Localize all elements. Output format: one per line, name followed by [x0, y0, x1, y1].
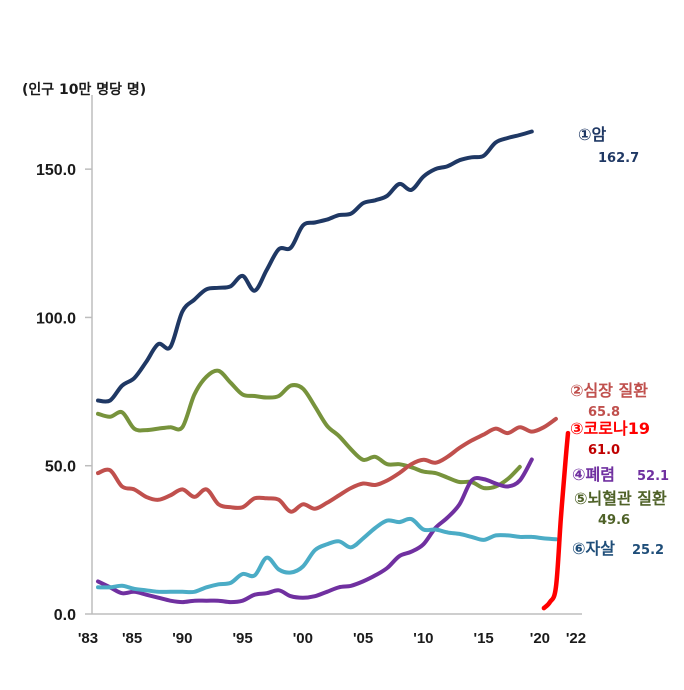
y-ticks: 0.0 50.0 100.0 150.0	[36, 162, 92, 624]
series-line	[96, 129, 534, 404]
x-tick-label: '85	[122, 630, 142, 647]
x-tick-label: '20	[530, 630, 550, 647]
series-name-label: ⑥자살	[572, 539, 615, 558]
x-ticks: '83 '85 '90 '95 '00 '05 '10 '15 '20 '22	[78, 630, 586, 647]
series-name-label: ①암	[578, 125, 607, 144]
y-tick-label: 50.0	[45, 459, 76, 476]
series-value-label: 61.0	[588, 443, 620, 458]
y-tick-label: 100.0	[36, 310, 76, 327]
x-tick-label: '22	[566, 630, 586, 647]
x-tick-label: '83	[78, 630, 98, 647]
series-name-label: ③코로나19	[570, 419, 650, 438]
x-tick-label: '15	[474, 630, 494, 647]
series-value-label: 25.2	[632, 543, 664, 558]
series-value-label: 49.6	[598, 513, 630, 528]
x-tick-label: '95	[232, 630, 252, 647]
series-value-label: 162.7	[598, 151, 639, 166]
series-name-label: ②심장 질환	[570, 381, 648, 400]
series-line	[96, 516, 558, 595]
y-tick-label: 0.0	[54, 607, 76, 624]
series-line	[541, 430, 571, 611]
series-line	[96, 457, 534, 605]
series-lines	[96, 129, 571, 611]
x-tick-label: '10	[413, 630, 433, 647]
unit-label: (인구 10만 명당 명)	[22, 81, 146, 98]
series-line	[96, 416, 558, 514]
series-value-label: 52.1	[637, 469, 669, 484]
series-name-label: ⑤뇌혈관 질환	[574, 489, 667, 508]
x-tick-label: '05	[353, 630, 373, 647]
x-tick-label: '00	[293, 630, 313, 647]
series-line	[96, 368, 522, 491]
y-tick-label: 150.0	[36, 162, 76, 179]
series-name-label: ④폐렴	[572, 465, 615, 484]
x-tick-label: '90	[172, 630, 192, 647]
series-value-label: 65.8	[588, 405, 620, 420]
